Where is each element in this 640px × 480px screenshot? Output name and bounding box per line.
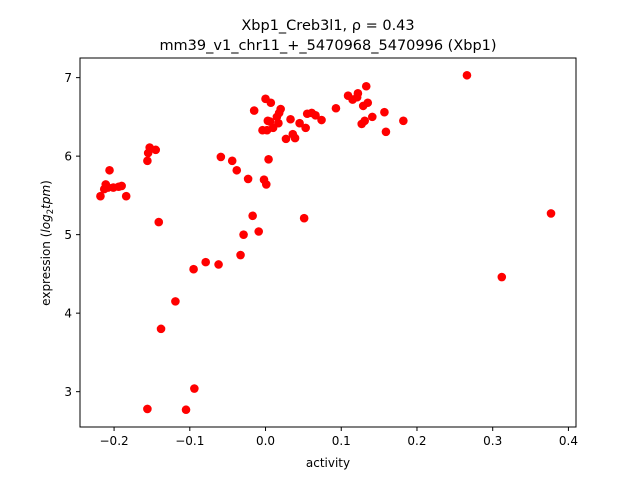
- data-point: [248, 211, 257, 221]
- data-point: [301, 123, 310, 133]
- y-axis-ticks: 3 4 5 6 7: [64, 71, 80, 399]
- data-point: [216, 152, 226, 162]
- data-point: [96, 191, 105, 201]
- data-point: [121, 191, 131, 201]
- data-point: [189, 264, 198, 274]
- data-point: [381, 127, 391, 137]
- data-point: [171, 297, 180, 306]
- y-axis-label-tpm: tpm: [39, 185, 53, 209]
- data-point: [143, 156, 152, 166]
- y-axis-label-log: log: [39, 214, 53, 233]
- data-point: [380, 107, 389, 117]
- data-point: [276, 104, 285, 114]
- data-point: [227, 156, 237, 166]
- data-point: [156, 324, 166, 334]
- data-point: [295, 118, 304, 128]
- data-point: [151, 145, 161, 155]
- data-point: [363, 98, 373, 108]
- data-point: [331, 103, 341, 113]
- data-point: [154, 217, 164, 227]
- data-point: [281, 134, 291, 144]
- plot-area-frame: [79, 57, 577, 428]
- y-tick-label: 4: [64, 307, 72, 321]
- chart-title-line1: Xbp1_Creb3l1, ρ = 0.43: [241, 18, 414, 34]
- data-point: [143, 404, 152, 414]
- x-tick-label: 0.0: [256, 434, 275, 448]
- x-axis-ticks: −0.2 −0.1 0.0 0.1 0.2 0.3 0.4: [100, 427, 578, 448]
- data-point: [299, 213, 309, 223]
- chart-title-line2: mm39_v1_chr11_+_5470968_5470996 (Xbp1): [159, 38, 496, 54]
- x-axis-label: activity: [306, 456, 350, 470]
- data-point: [232, 165, 242, 175]
- y-axis-label: expression (log2tpm): [39, 180, 56, 306]
- data-point: [181, 405, 191, 415]
- data-point: [117, 181, 126, 191]
- y-axis-label-subscript: 2: [46, 209, 56, 214]
- data-point: [497, 272, 507, 282]
- data-point: [360, 116, 370, 126]
- x-tick-label: −0.2: [100, 434, 129, 448]
- data-point: [290, 133, 300, 143]
- data-point: [190, 384, 199, 393]
- data-point: [105, 165, 114, 175]
- data-point: [286, 114, 295, 124]
- data-point: [264, 154, 273, 164]
- x-tick-label: −0.1: [175, 434, 204, 448]
- data-point: [266, 98, 276, 108]
- data-point: [462, 70, 472, 80]
- data-point: [274, 118, 283, 128]
- data-point: [311, 111, 320, 120]
- x-tick-label: 0.4: [559, 434, 578, 448]
- data-point: [361, 81, 371, 91]
- data-point: [353, 89, 363, 98]
- data-point: [261, 180, 271, 189]
- y-tick-label: 3: [64, 385, 72, 399]
- data-point: [368, 112, 377, 122]
- data-point: [236, 250, 245, 260]
- data-point: [546, 209, 556, 218]
- y-tick-label: 7: [64, 71, 72, 85]
- data-point: [214, 260, 223, 269]
- data-point: [239, 230, 248, 239]
- x-tick-label: 0.2: [407, 434, 426, 448]
- data-point: [317, 115, 326, 125]
- y-tick-label: 5: [64, 228, 72, 242]
- data-point: [201, 257, 210, 267]
- y-axis-label-prefix: expression (: [39, 233, 53, 306]
- y-axis-label-close: ): [39, 180, 53, 185]
- data-point: [254, 227, 264, 236]
- data-point: [399, 116, 408, 126]
- y-tick-label: 6: [64, 150, 72, 164]
- data-point: [243, 174, 253, 184]
- data-point: [249, 106, 259, 115]
- data-points: [96, 70, 556, 415]
- x-tick-label: 0.3: [483, 434, 502, 448]
- x-tick-label: 0.1: [332, 434, 351, 448]
